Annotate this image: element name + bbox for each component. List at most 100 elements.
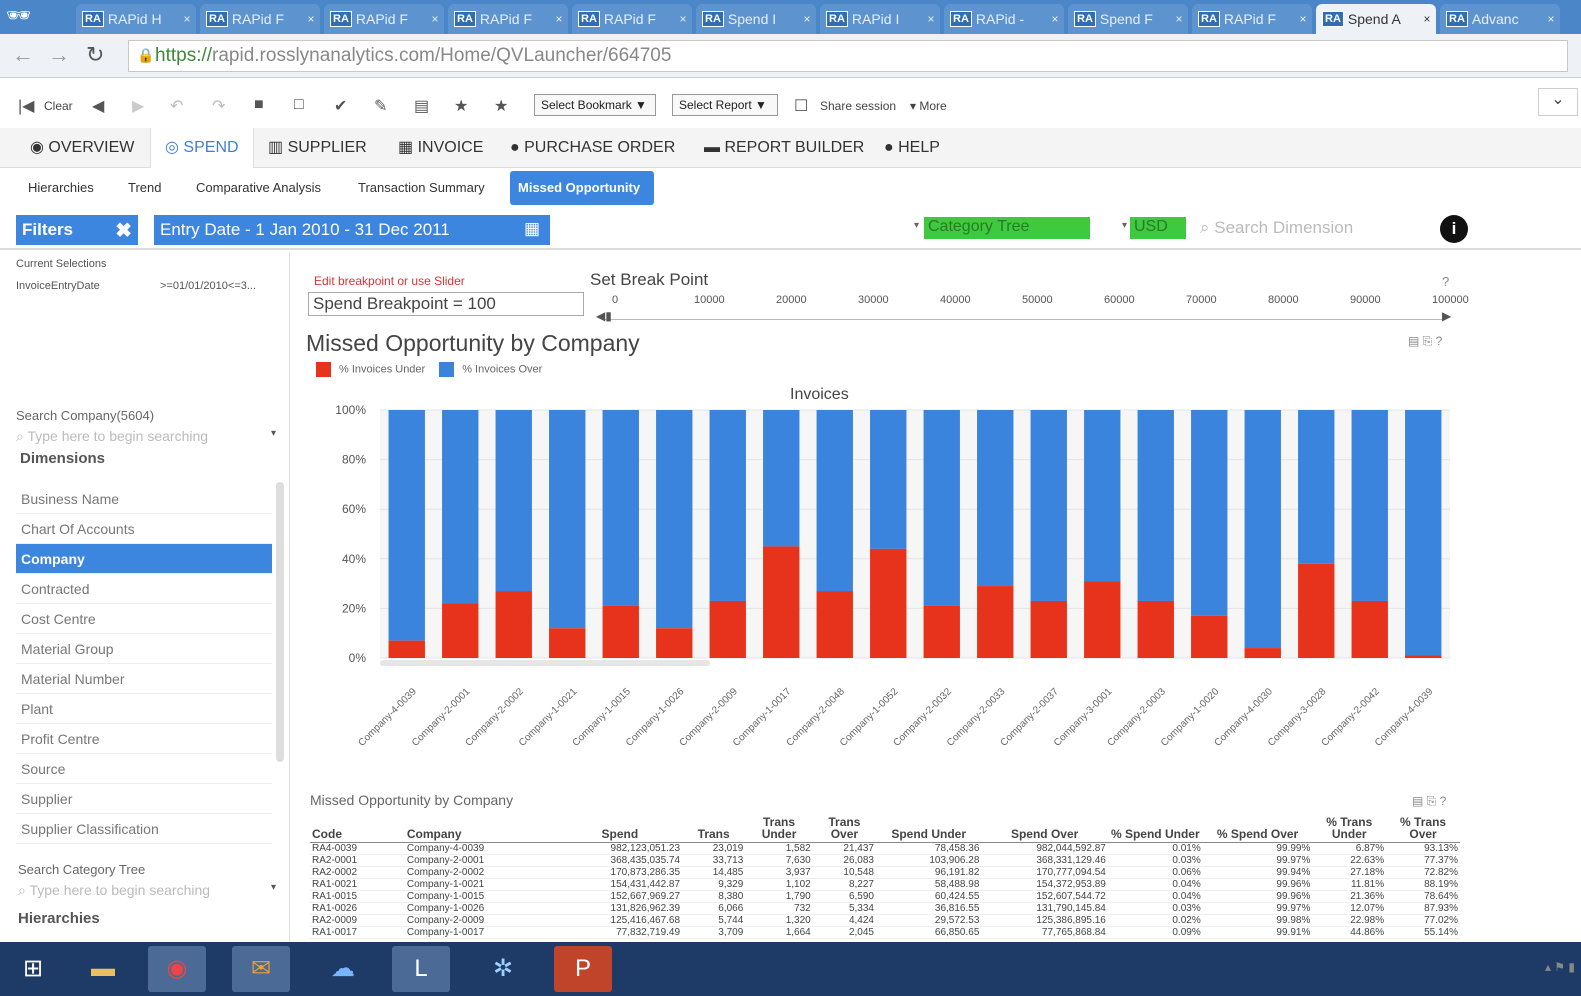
column-header[interactable]: Code [310,814,405,843]
column-header[interactable]: Trans Over [812,814,876,843]
chart-icon[interactable]: ▤ [414,98,430,115]
system-tray[interactable]: ▴ ⚑ ▮ [1544,960,1575,974]
list-item[interactable]: Cost Centre [16,604,272,634]
column-header[interactable]: Trans Under [745,814,813,843]
back-arrow-icon[interactable]: ← [12,42,34,67]
table-row[interactable]: RA1-0017 Company-1-0017 77,832,719.49 3,709… [310,926,1460,939]
browser-tab[interactable]: RA RAPid F × [200,4,320,34]
outlook-icon[interactable]: ✉ [232,946,290,992]
list-item[interactable]: Material Number [16,664,272,694]
column-header[interactable]: % Spend Under [1107,814,1203,843]
close-icon[interactable]: × [1299,12,1307,26]
close-icon[interactable]: × [679,12,687,26]
close-icon[interactable]: × [555,12,563,26]
chrome-icon[interactable]: ◉ [148,946,206,992]
reload-icon[interactable]: ↻ [86,42,105,67]
select-bookmark-dropdown[interactable]: Select Bookmark ▼ [534,94,656,116]
tab-help[interactable]: ● HELP [884,139,940,156]
dropdown-arrow-icon[interactable]: ▾ [270,882,276,893]
list-item[interactable]: Profit Centre [16,724,272,754]
chevron-down-icon[interactable]: ⌄ [1538,88,1578,116]
chart-tools-icon[interactable]: ▤ ⎘ ? [1408,334,1443,348]
close-icon[interactable]: × [1051,12,1059,26]
more-button[interactable]: ▾ More [910,99,947,113]
browser-tab[interactable]: RA Spend I × [696,4,816,34]
browser-tab[interactable]: RA Spend F × [1068,4,1188,34]
list-item[interactable]: Supplier Classification [16,814,272,844]
category-tree-filter[interactable]: Category Tree [924,217,1090,239]
file-explorer-icon[interactable]: ▬ [91,955,115,982]
tab-supplier[interactable]: ▥ SUPPLIER [268,139,367,156]
list-item[interactable]: Chart Of Accounts [16,514,272,544]
browser-tab[interactable]: RA Spend A × [1316,4,1436,34]
list-item[interactable]: Material Group [16,634,272,664]
search-category-input[interactable]: ⌕ Type here to begin searching ▾ [18,882,276,898]
close-icon[interactable]: × [927,12,935,26]
browser-tab[interactable]: RA RAPid F × [572,4,692,34]
table-tools-icon[interactable]: ▤ ⎘ ? [1412,794,1447,808]
browser-tab[interactable]: RA RAPid H × [76,4,196,34]
undo-icon[interactable]: ↶ [170,98,184,115]
table-row[interactable]: RA1-0021 Company-1-0021 154,431,442.87 9,32… [310,878,1460,891]
forward-arrow-icon[interactable]: → [48,42,70,67]
column-header[interactable]: Spend Under [875,814,982,843]
bookmark-icon[interactable]: ★ [494,98,509,115]
close-icon[interactable]: × [1547,12,1555,26]
slider-left-arrow-icon[interactable]: ◀▮ [596,309,612,323]
windows-start-icon[interactable]: ⊞ [22,955,44,982]
subtab-missed-opportunity[interactable]: Missed Opportunity [510,171,654,205]
close-icon[interactable]: × [1423,12,1431,26]
edit-icon[interactable]: ✎ [374,98,388,115]
share-session-button[interactable]: Share session [820,99,897,113]
close-icon[interactable]: × [307,12,315,26]
spend-breakpoint-input[interactable]: Spend Breakpoint = 100 [308,292,584,316]
column-header[interactable]: Trans [682,814,746,843]
close-icon[interactable]: × [803,12,811,26]
list-item[interactable]: Source [16,754,272,784]
close-icon[interactable]: × [1175,12,1183,26]
table-row[interactable]: RA4-0039 Company-4-0039 982,123,051.23 23,0… [310,842,1460,855]
tab-report-builder[interactable]: ▬ REPORT BUILDER [704,139,865,156]
browser-tab[interactable]: RA RAPid - × [944,4,1064,34]
dropdown-arrow-icon[interactable]: ▾ [1122,220,1128,231]
tab-invoice[interactable]: ▦ INVOICE [398,139,484,156]
browser-tab[interactable]: RA RAPid F × [1192,4,1312,34]
table-row[interactable]: RA1-0015 Company-1-0015 152,667,969.27 8,38… [310,890,1460,903]
browser-tab[interactable]: RA Advanc × [1440,4,1560,34]
redo-icon[interactable]: ↷ [212,98,226,115]
table-row[interactable]: RA2-0001 Company-2-0001 368,435,035.74 33,7… [310,854,1460,867]
currency-filter[interactable]: USD [1130,217,1186,239]
onedrive-icon[interactable]: ☁ [331,955,355,982]
dropdown-arrow-icon[interactable]: ▾ [914,220,920,231]
list-item[interactable]: Business Name [16,484,272,514]
list-item[interactable]: Company [16,544,272,574]
list-item[interactable]: Supplier [16,784,272,814]
search-dimension-input[interactable]: ⌕ Search Dimension [1200,218,1354,237]
close-icon[interactable]: × [431,12,439,26]
calendar-icon[interactable]: ▦ [523,219,540,238]
url-field[interactable]: 🔒 https://rapid.rosslynanalytics.com/Hom… [128,40,1568,72]
lync-icon[interactable]: L [392,946,450,992]
close-icon[interactable]: × [183,12,191,26]
forward-icon[interactable]: ▶ [132,98,145,115]
clear-button[interactable]: Clear [44,99,73,113]
breakpoint-slider[interactable] [605,314,1443,320]
table-row[interactable]: RA2-0009 Company-2-0009 125,416,467.68 5,74… [310,914,1460,927]
share-icon[interactable]: ☐ [794,98,809,115]
check-icon[interactable]: ✔ [334,98,348,115]
subtab-trend[interactable]: Trend [128,180,162,195]
select-report-dropdown[interactable]: Select Report ▼ [672,94,778,116]
column-header[interactable]: % Trans Under [1312,814,1387,843]
tab-overview[interactable]: ◉ OVERVIEW [30,139,135,156]
table-row[interactable]: RA2-0002 Company-2-0002 170,873,286.35 14,4… [310,866,1460,879]
search-company-input[interactable]: ⌕ Type here to begin searching ▾ [16,428,276,444]
column-header[interactable]: % Trans Over [1386,814,1460,843]
lock-icon[interactable]: ■ [254,96,264,113]
powerpoint-icon[interactable]: P [554,946,612,992]
entry-date-filter[interactable]: Entry Date - 1 Jan 2010 - 31 Dec 2011 ▦ [154,215,550,245]
info-icon[interactable]: i [1440,215,1468,243]
column-header[interactable]: Spend Over [981,814,1108,843]
dropdown-arrow-icon[interactable]: ▾ [270,428,276,439]
subtab-hierarchies[interactable]: Hierarchies [28,180,94,195]
subtab-transaction-summary[interactable]: Transaction Summary [358,180,485,195]
